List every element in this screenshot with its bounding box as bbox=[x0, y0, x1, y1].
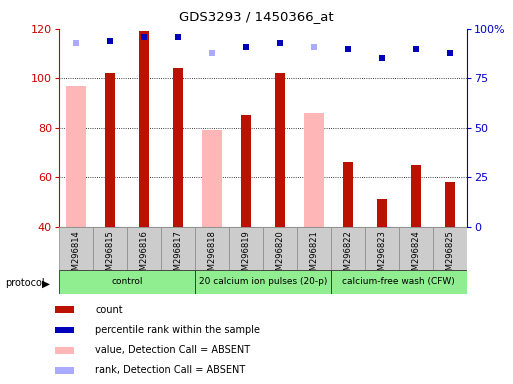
Text: GSM296823: GSM296823 bbox=[378, 230, 386, 281]
Text: protocol: protocol bbox=[5, 278, 45, 288]
Bar bbox=[304, 113, 324, 227]
Text: count: count bbox=[95, 305, 123, 314]
Bar bbox=[331, 270, 467, 294]
Bar bbox=[433, 227, 467, 271]
Text: GSM296814: GSM296814 bbox=[71, 230, 81, 281]
Bar bbox=[195, 270, 331, 294]
Bar bbox=[229, 227, 263, 271]
Text: GSM296820: GSM296820 bbox=[275, 230, 284, 281]
Bar bbox=[445, 182, 455, 227]
Text: percentile rank within the sample: percentile rank within the sample bbox=[95, 325, 260, 335]
Text: value, Detection Call = ABSENT: value, Detection Call = ABSENT bbox=[95, 345, 250, 355]
Bar bbox=[297, 227, 331, 271]
Text: GDS3293 / 1450366_at: GDS3293 / 1450366_at bbox=[179, 10, 334, 23]
Bar bbox=[365, 227, 399, 271]
Bar bbox=[377, 199, 387, 227]
Bar bbox=[127, 227, 161, 271]
Bar bbox=[411, 165, 421, 227]
Bar bbox=[59, 227, 93, 271]
Text: GSM296821: GSM296821 bbox=[309, 230, 319, 281]
Bar bbox=[263, 227, 297, 271]
Bar bbox=[241, 115, 251, 227]
Bar bbox=[59, 270, 195, 294]
Text: 20 calcium ion pulses (20-p): 20 calcium ion pulses (20-p) bbox=[199, 277, 327, 286]
Bar bbox=[161, 227, 195, 271]
Text: GSM296815: GSM296815 bbox=[106, 230, 114, 281]
Bar bbox=[54, 367, 74, 374]
Text: GSM296824: GSM296824 bbox=[411, 230, 420, 281]
Bar bbox=[331, 227, 365, 271]
Bar bbox=[275, 73, 285, 227]
Bar bbox=[173, 68, 183, 227]
Text: GSM296817: GSM296817 bbox=[173, 230, 183, 281]
Bar bbox=[93, 227, 127, 271]
Bar bbox=[202, 130, 222, 227]
Bar bbox=[343, 162, 352, 227]
Bar bbox=[66, 86, 86, 227]
Text: calcium-free wash (CFW): calcium-free wash (CFW) bbox=[343, 277, 455, 286]
Bar bbox=[54, 326, 74, 333]
Text: GSM296816: GSM296816 bbox=[140, 230, 148, 281]
Bar bbox=[195, 227, 229, 271]
Bar bbox=[54, 347, 74, 354]
Text: GSM296819: GSM296819 bbox=[242, 230, 250, 281]
Text: ▶: ▶ bbox=[42, 278, 50, 288]
Bar bbox=[399, 227, 433, 271]
Text: control: control bbox=[111, 277, 143, 286]
Text: GSM296825: GSM296825 bbox=[445, 230, 455, 281]
Bar bbox=[139, 31, 149, 227]
Text: rank, Detection Call = ABSENT: rank, Detection Call = ABSENT bbox=[95, 366, 245, 376]
Text: GSM296818: GSM296818 bbox=[207, 230, 216, 281]
Text: GSM296822: GSM296822 bbox=[343, 230, 352, 281]
Bar bbox=[105, 73, 115, 227]
Bar bbox=[54, 306, 74, 313]
